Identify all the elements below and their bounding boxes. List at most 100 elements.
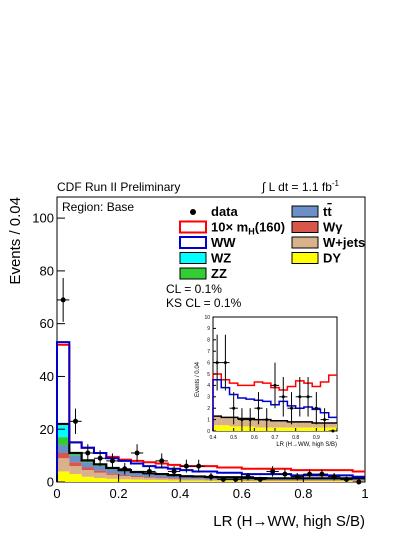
legend-label-text: ZZ — [211, 266, 227, 281]
data-point — [281, 395, 285, 399]
stack-bar-wgamma — [167, 478, 181, 479]
stack-bar-wjets — [315, 480, 329, 482]
x-tick-label: 0.4 — [210, 435, 217, 441]
stack-bar-wz — [57, 423, 70, 438]
y-tick-label: 1 — [207, 417, 210, 423]
stack-bar-dy — [57, 471, 70, 482]
data-point — [294, 474, 300, 480]
legend-label-dy: DY — [323, 251, 341, 266]
stack-bar-wjets — [130, 476, 144, 480]
legend-label-text: DY — [323, 251, 341, 266]
data-point — [159, 458, 165, 464]
inset-stack-bar-wjets — [221, 417, 230, 426]
stack-bar-dy — [241, 481, 255, 482]
stack-bar-dy — [303, 481, 316, 482]
data-point — [256, 406, 260, 410]
inset-plot — [212, 334, 337, 433]
stack-bar-ttbar — [192, 477, 205, 479]
x-tick-label: 0 — [53, 486, 60, 501]
data-point — [134, 450, 140, 456]
data-point — [72, 418, 78, 424]
legend-marker-data — [190, 209, 196, 215]
x-tick-label: 0.5 — [230, 435, 237, 441]
stack-bar-wjets — [291, 480, 304, 482]
legend-swatch-wgamma — [291, 221, 319, 233]
legend-label-ww: WW — [211, 235, 236, 250]
stack-bar-dy — [130, 479, 144, 482]
stack-bar-dy — [81, 476, 94, 482]
x-tick-label: 0.6 — [251, 435, 258, 441]
inset-stack-bar-wjets — [303, 421, 313, 428]
data-point — [307, 471, 313, 477]
stack-bar-dy — [291, 481, 304, 482]
data-point — [298, 395, 302, 399]
stack-bar-wgamma — [155, 477, 168, 479]
data-point — [306, 395, 310, 399]
stack-bar-wgamma — [266, 479, 279, 481]
header-luminosity: ∫ L dt = 1.1 fb-1 — [261, 179, 340, 194]
data-point — [240, 418, 244, 422]
stack-bar-wgamma — [57, 452, 70, 459]
data-point — [270, 468, 276, 474]
legend-label-overbar: t — [327, 204, 332, 219]
legend-label-wgamma: Wγ — [323, 220, 343, 235]
x-tick-label: 1 — [361, 486, 368, 501]
x-tick-label: 1 — [336, 435, 339, 441]
y-tick-label: 80 — [40, 263, 54, 278]
y-tick-label: 2 — [207, 406, 210, 412]
stack-bar-dy — [315, 481, 329, 482]
data-point — [122, 466, 128, 472]
data-point — [60, 297, 66, 303]
legend-swatch-dy — [291, 252, 319, 264]
stack-bar-dy — [204, 480, 218, 482]
legend-label-ttbar: tt — [323, 204, 332, 219]
ks-cl-stat: KS CL = 0.1% — [166, 296, 242, 310]
stack-bar-wjets — [69, 466, 82, 475]
x-axis-title: LR (H→WW, high S/B) — [213, 513, 365, 530]
stack-bar-wjets — [180, 479, 193, 481]
stack-bar-wjets — [57, 458, 70, 472]
region-label: Region: Base — [62, 200, 134, 214]
inset-y-axis-title: Events / 0.04 — [195, 361, 201, 397]
stack-bar-wjets — [81, 470, 94, 477]
stack-bar-zz — [57, 437, 70, 446]
legend-label-text: data — [211, 204, 239, 219]
data-point — [319, 471, 325, 477]
stack-bar-wjets — [278, 480, 292, 482]
legend-label-text: t — [323, 204, 328, 219]
data-point — [273, 383, 277, 387]
data-point — [146, 468, 152, 474]
stack-bar-dy — [69, 474, 82, 482]
data-point — [97, 455, 103, 461]
x-tick-label: 0.8 — [294, 486, 312, 501]
stack-bar-ttbar — [180, 476, 193, 479]
inset-stack-bar-wjets — [213, 416, 222, 426]
stack-bar-ttbar — [155, 475, 168, 478]
ww-line — [56, 341, 365, 482]
legend-swatch-zz — [179, 267, 207, 280]
legend-label-wz: WZ — [211, 251, 231, 266]
data-point — [331, 429, 335, 433]
stack-bar-wgamma — [192, 478, 205, 480]
legend-label-text: W+jets — [323, 235, 365, 250]
stack-bar-wjets — [155, 478, 168, 481]
inset-stack-bar-dy — [213, 425, 222, 431]
data-point — [85, 450, 91, 456]
stack-bar-wjets — [167, 478, 181, 481]
stack-bar-dy — [180, 480, 193, 482]
stack-bar-wgamma — [315, 479, 329, 481]
x-tick-label: 0.9 — [313, 435, 320, 441]
legend-label-suffix: (160) — [255, 220, 285, 235]
stack-bar-wgamma — [118, 474, 131, 477]
x-tick-label: 0.8 — [292, 435, 299, 441]
legend-swatch-wz — [179, 252, 207, 264]
stack-bar-dy — [278, 481, 292, 482]
stack-bar-dy — [93, 478, 107, 482]
stack-bar-wjets — [241, 480, 255, 482]
inset-stack-bar-dy — [328, 427, 337, 431]
data-point — [220, 476, 226, 482]
